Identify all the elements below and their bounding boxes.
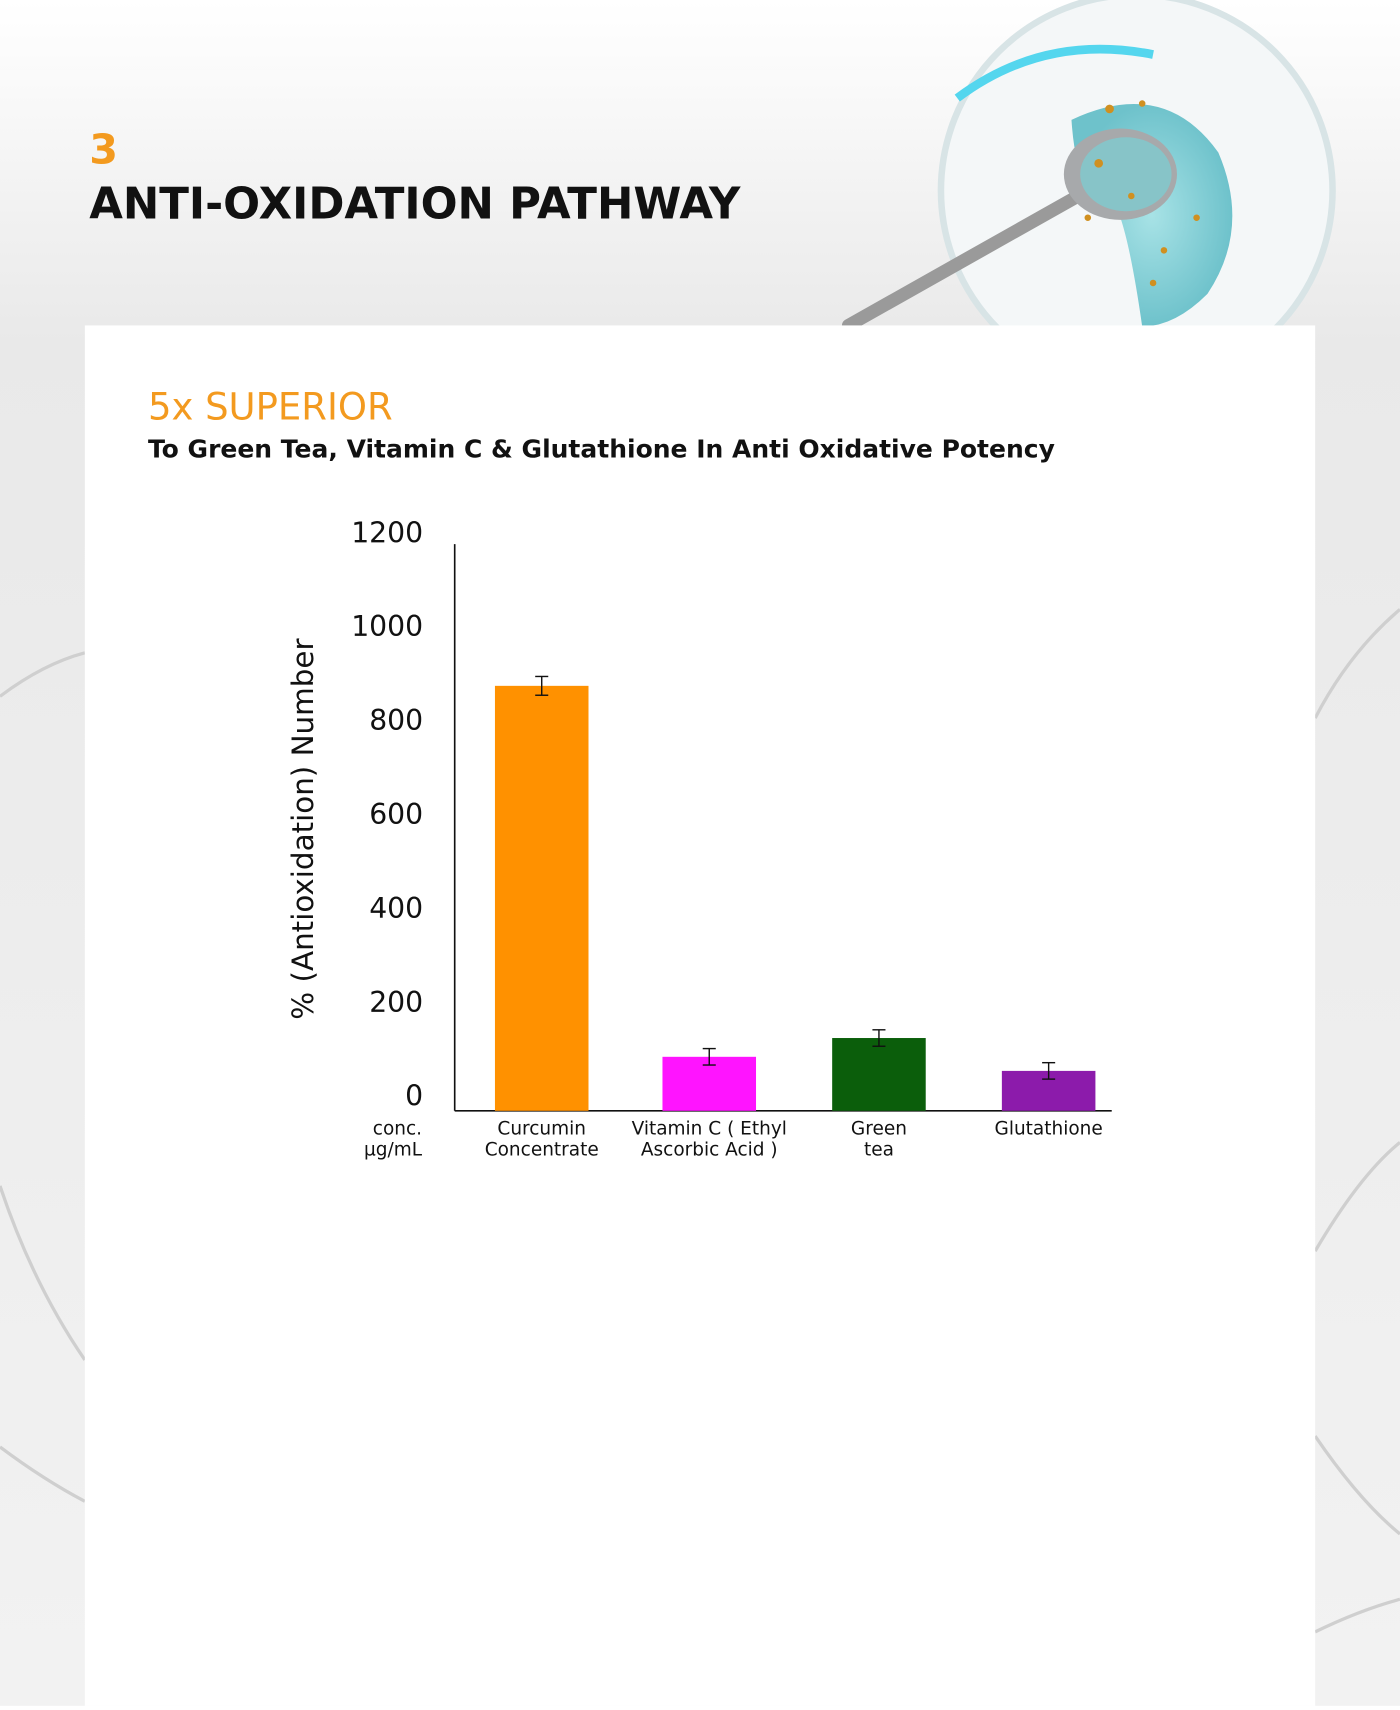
y-axis-label: % (Antioxidation) Number	[286, 638, 320, 1020]
error-bar	[1042, 1061, 1056, 1080]
bar	[662, 1056, 757, 1111]
x-tick-label: Curcumin Concentrate	[484, 1119, 599, 1161]
glass-decor	[0, 608, 1400, 1634]
x-tick-label: Glutathione	[994, 1119, 1103, 1141]
x-tick-label-box: Green tea	[850, 1119, 907, 1161]
error-bar	[535, 675, 549, 696]
x-axis-label-box: conc. µg/mL	[364, 1119, 423, 1161]
error-bar	[702, 1047, 716, 1066]
card	[84, 325, 1316, 1706]
bar	[494, 685, 589, 1111]
y-tick-label: 0	[405, 1080, 423, 1113]
y-tick-label: 1000	[351, 610, 423, 643]
x-tick-label-box: Vitamin C ( Ethyl Ascorbic Acid )	[631, 1119, 787, 1161]
x-tick-label-box: Glutathione	[994, 1119, 1103, 1141]
y-tick-label: 200	[369, 986, 423, 1019]
section-number: 3	[89, 125, 118, 173]
x-tick-label: Green tea	[850, 1119, 907, 1161]
section-title: ANTI-OXIDATION PATHWAY	[89, 179, 741, 229]
chart-subtitle: To Green Tea, Vitamin C & Glutathione In…	[148, 435, 1055, 464]
y-tick-label: 600	[369, 798, 423, 831]
error-bar	[872, 1029, 886, 1047]
y-tick-label: 1200	[351, 516, 423, 549]
x-axis-label: conc. µg/mL	[364, 1119, 423, 1161]
bar	[832, 1038, 926, 1111]
x-tick-label-box: Curcumin Concentrate	[484, 1119, 599, 1161]
y-tick-label: 800	[369, 704, 423, 737]
chart-title: 5x SUPERIOR	[148, 386, 393, 429]
y-tick-label: 400	[369, 892, 423, 925]
x-tick-label: Vitamin C ( Ethyl Ascorbic Acid )	[631, 1119, 787, 1161]
